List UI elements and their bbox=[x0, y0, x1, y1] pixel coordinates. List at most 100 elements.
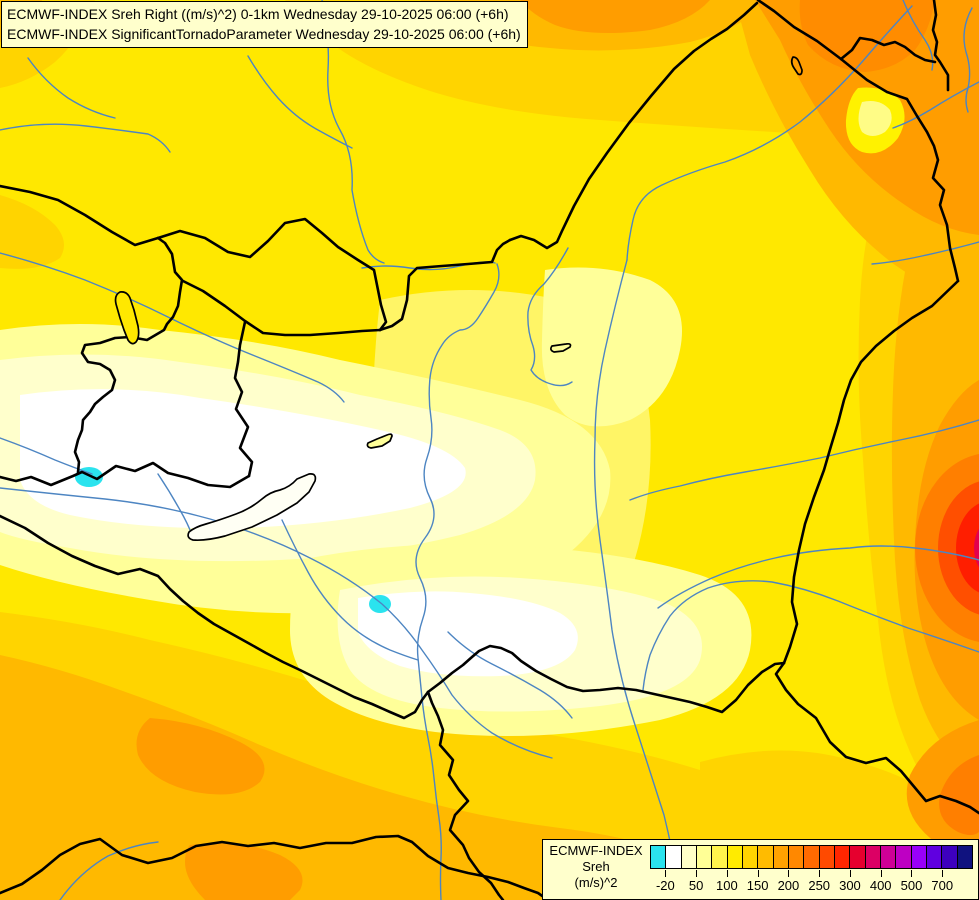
river-danube bbox=[415, 263, 500, 900]
contour-region-orange-blob-sw2 bbox=[185, 842, 303, 900]
river-south-stream2 bbox=[447, 631, 573, 719]
lake-ne-small bbox=[790, 56, 803, 76]
legend-swatch bbox=[803, 845, 820, 869]
legend-units: (m/s)^2 bbox=[574, 875, 618, 890]
country-border-top-right bbox=[756, 0, 960, 283]
country-border-northwest bbox=[0, 184, 388, 332]
river-nw-stream1 bbox=[27, 57, 116, 119]
lake-tisza bbox=[550, 342, 572, 353]
legend-tick-label: 150 bbox=[746, 878, 769, 893]
legend-tick-mark bbox=[726, 870, 728, 877]
legend-tick-label: 500 bbox=[900, 878, 923, 893]
legend-tick-label: 300 bbox=[839, 878, 861, 893]
country-border-southwest-diagonal bbox=[0, 514, 430, 720]
country-border-ne-fork bbox=[839, 36, 937, 64]
cyan-minimum-spot-central bbox=[369, 595, 391, 613]
river-ne-stream3 bbox=[892, 81, 979, 129]
contour-region-orange-blob-sw1 bbox=[136, 718, 265, 795]
river-tisza bbox=[593, 259, 681, 900]
legend-swatch bbox=[818, 845, 835, 869]
country-border-west-diagonal bbox=[181, 279, 382, 337]
lake-ferto bbox=[114, 291, 140, 345]
legend-swatch bbox=[956, 845, 973, 869]
legend-tick-label: 400 bbox=[869, 878, 892, 893]
river-maros bbox=[642, 580, 979, 691]
contour-region-pale-topcenter bbox=[541, 267, 682, 427]
map-title-line2: ECMWF-INDEX SignificantTornadoParameter … bbox=[7, 26, 521, 42]
river-nw-stream3 bbox=[247, 55, 353, 149]
legend-tick-mark bbox=[942, 870, 944, 877]
legend-label-block: ECMWF-INDEX Sreh (m/s)^2 bbox=[543, 843, 649, 891]
river-koros-north bbox=[629, 419, 979, 501]
legend-swatch bbox=[910, 845, 927, 869]
river-szamos bbox=[871, 241, 979, 265]
country-border-sava-west bbox=[0, 834, 550, 900]
hotspot-core-crimson bbox=[974, 528, 979, 568]
title-box: ECMWF-INDEX Sreh Right ((m/s)^2) 0-1km W… bbox=[1, 1, 528, 48]
country-border-northeast bbox=[508, 1, 759, 250]
map-title-line1: ECMWF-INDEX Sreh Right ((m/s)^2) 0-1km W… bbox=[7, 6, 509, 22]
legend-swatch bbox=[833, 845, 851, 869]
legend-tick-mark bbox=[849, 870, 851, 877]
river-drava bbox=[0, 487, 553, 759]
country-border-zala-segment bbox=[233, 320, 254, 478]
legend-ticks: -20 50 100 150 200 250 300 400 500 700 bbox=[650, 869, 973, 897]
contour-region-white-west bbox=[20, 389, 466, 529]
legend-tick-label: -20 bbox=[655, 878, 675, 893]
legend-swatch bbox=[741, 845, 759, 869]
country-border-east bbox=[782, 279, 960, 665]
legend-swatch bbox=[787, 845, 805, 869]
legend-tick-mark bbox=[911, 870, 913, 877]
legend-tick-mark bbox=[665, 870, 667, 877]
legend-tick-label: 100 bbox=[716, 878, 738, 893]
contour-region-gold-leftmid bbox=[0, 195, 64, 269]
legend-tick-mark bbox=[696, 870, 698, 877]
legend-swatch bbox=[849, 845, 866, 869]
river-sio bbox=[281, 519, 419, 661]
river-raba bbox=[0, 252, 345, 403]
legend-swatch bbox=[925, 845, 943, 869]
legend-tick-mark bbox=[819, 870, 821, 877]
legend-swatch bbox=[680, 845, 697, 869]
legend-title: ECMWF-INDEX bbox=[549, 843, 643, 858]
legend-swatch bbox=[864, 845, 881, 869]
country-border-danube-bend bbox=[378, 238, 512, 332]
river-tisza-upper bbox=[626, 5, 913, 261]
contour-region-pale-patch-ne bbox=[858, 101, 892, 136]
contour-region-deeporange-blob-se bbox=[939, 755, 979, 835]
river-ipoly bbox=[527, 247, 573, 387]
legend-swatches bbox=[650, 845, 973, 869]
legend-swatch bbox=[941, 845, 958, 869]
legend-box: ECMWF-INDEX Sreh (m/s)^2 -20 50 100 150 200 2… bbox=[542, 839, 979, 900]
legend-tick-label: 200 bbox=[777, 878, 800, 893]
contour-region-white-south bbox=[358, 591, 578, 677]
country-border-west bbox=[73, 236, 184, 474]
river-mura bbox=[0, 437, 93, 475]
river-nw-stream2 bbox=[0, 123, 171, 153]
hotspot-ring-red bbox=[956, 503, 979, 593]
legend-swatch bbox=[772, 845, 789, 869]
contour-region-amber-bottomleft bbox=[0, 655, 725, 900]
legend-tick-label: 50 bbox=[688, 878, 704, 893]
country-border-southwest-horizontal bbox=[0, 461, 251, 489]
legend-swatch bbox=[665, 845, 682, 869]
legend-tick-label: 250 bbox=[808, 878, 831, 893]
legend-swatch bbox=[711, 845, 728, 869]
river-koros-south bbox=[657, 545, 979, 609]
country-border-southeast bbox=[774, 661, 979, 815]
river-zala bbox=[157, 473, 193, 536]
legend-tick-mark bbox=[757, 870, 759, 877]
legend-subtitle: Sreh bbox=[582, 859, 610, 874]
river-ne-stream2 bbox=[963, 7, 973, 113]
legend-swatch bbox=[726, 845, 743, 869]
legend-swatch bbox=[757, 845, 774, 869]
river-vah bbox=[321, 0, 385, 264]
legend-swatch bbox=[879, 845, 897, 869]
contour-region-orange-topcenter bbox=[520, 0, 710, 34]
legend-swatch bbox=[895, 845, 912, 869]
legend-tick-mark bbox=[788, 870, 790, 877]
river-south-stream1 bbox=[59, 841, 159, 900]
country-border-south bbox=[426, 644, 786, 714]
